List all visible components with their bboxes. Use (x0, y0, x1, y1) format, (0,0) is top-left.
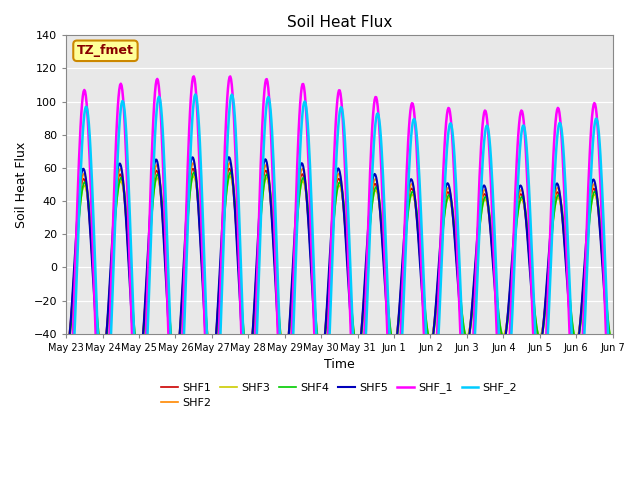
SHF1 (239, 336, 247, 342)
SHF_2 (239, 328, 247, 334)
SHF_2 (62, 414, 70, 420)
SHF4 (208, 360, 216, 366)
SHF2 (62, 356, 70, 361)
SHF1 (226, 166, 234, 171)
SHF5 (452, 255, 460, 261)
Line: SHF2: SHF2 (66, 163, 640, 372)
Y-axis label: Soil Heat Flux: Soil Heat Flux (15, 142, 28, 228)
SHF1 (452, 251, 460, 257)
SHF_2 (419, 269, 427, 275)
SHF4 (131, 326, 138, 332)
SHF_1 (268, 157, 276, 163)
SHF_1 (62, 439, 70, 444)
SHF_1 (208, 456, 216, 462)
SHF2 (268, 212, 276, 217)
SHF2 (239, 336, 247, 342)
Line: SHF4: SHF4 (66, 172, 640, 363)
Line: SHF3: SHF3 (66, 176, 640, 359)
SHF_1 (131, 398, 138, 404)
SHF3 (291, 260, 298, 266)
SHF_1 (419, 319, 427, 325)
Text: TZ_fmet: TZ_fmet (77, 44, 134, 57)
SHF5 (239, 349, 247, 355)
Line: SHF5: SHF5 (66, 157, 640, 378)
SHF4 (268, 207, 276, 213)
SHF_2 (452, 181, 460, 187)
SHF4 (452, 239, 460, 244)
SHF_1 (291, 255, 298, 261)
SHF_2 (268, 129, 276, 135)
X-axis label: Time: Time (324, 359, 355, 372)
SHF3 (268, 214, 276, 219)
SHF4 (419, 285, 427, 291)
SHF4 (291, 265, 298, 271)
SHF1 (419, 300, 427, 305)
SHF1 (207, 364, 215, 370)
SHF5 (62, 359, 70, 365)
SHF4 (227, 169, 234, 175)
SHF_2 (131, 343, 138, 349)
SHF1 (291, 248, 298, 254)
SHF3 (62, 344, 70, 350)
SHF2 (207, 369, 215, 375)
SHF3 (208, 356, 216, 362)
SHF_2 (191, 92, 199, 97)
SHF2 (226, 160, 234, 166)
SHF_2 (291, 308, 298, 314)
SHF1 (131, 340, 138, 346)
SHF5 (268, 221, 276, 227)
SHF1 (62, 350, 70, 356)
SHF2 (131, 341, 138, 347)
Line: SHF1: SHF1 (66, 168, 640, 367)
SHF5 (207, 375, 214, 381)
SHF3 (452, 244, 460, 250)
SHF5 (291, 240, 298, 245)
SHF3 (419, 288, 427, 294)
SHF2 (452, 246, 460, 252)
Title: Soil Heat Flux: Soil Heat Flux (287, 15, 392, 30)
SHF1 (268, 220, 276, 226)
SHF4 (62, 348, 70, 353)
SHF3 (131, 327, 138, 333)
SHF2 (291, 253, 298, 259)
SHF5 (419, 309, 427, 314)
Line: SHF_1: SHF_1 (66, 76, 640, 459)
SHF_2 (210, 438, 218, 444)
SHF2 (419, 297, 427, 303)
SHF_1 (452, 217, 460, 223)
SHF_1 (239, 386, 247, 392)
SHF_1 (190, 73, 198, 79)
SHF4 (239, 321, 247, 326)
SHF3 (239, 323, 247, 328)
Line: SHF_2: SHF_2 (66, 95, 640, 441)
SHF5 (131, 353, 138, 359)
Legend: SHF1, SHF2, SHF3, SHF4, SHF5, SHF_1, SHF_2: SHF1, SHF2, SHF3, SHF4, SHF5, SHF_1, SHF… (157, 378, 522, 412)
SHF5 (225, 154, 232, 160)
SHF3 (190, 173, 198, 179)
